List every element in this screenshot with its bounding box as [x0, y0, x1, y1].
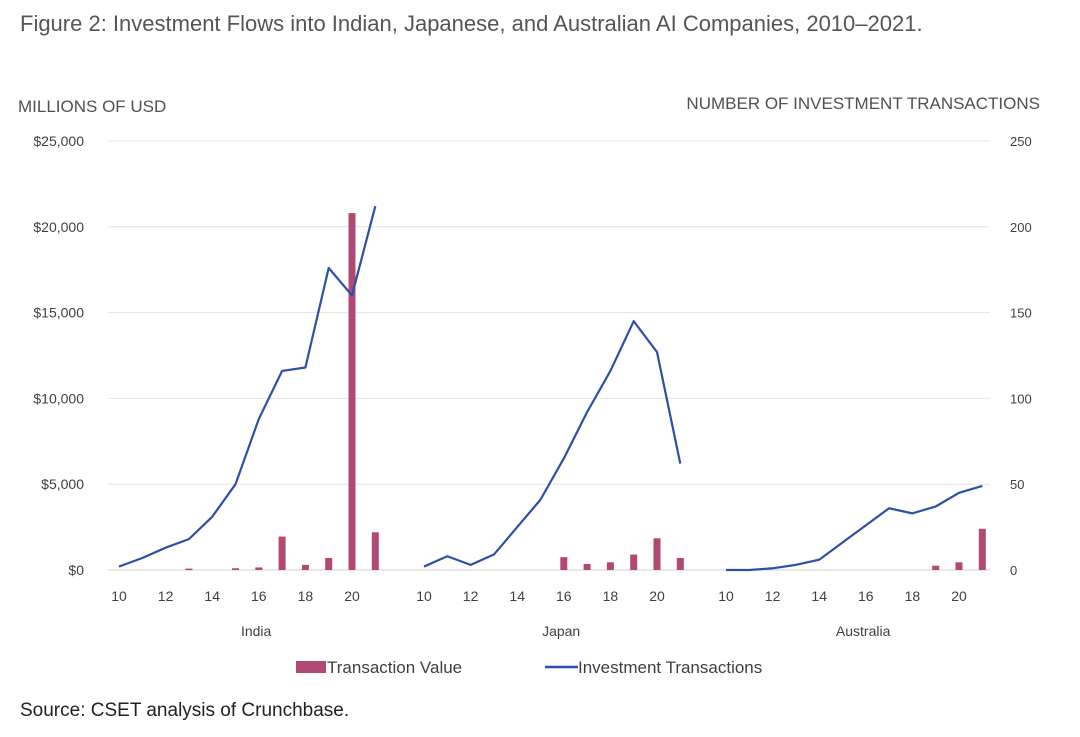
x-tick-label: 14 — [509, 588, 525, 604]
bar-india-2017 — [278, 536, 286, 570]
right-tick-label: 50 — [1010, 477, 1024, 492]
left-tick-label: $0 — [68, 562, 84, 578]
bar-india-2019 — [325, 557, 333, 570]
legend-label-transaction-value: Transaction Value — [327, 658, 462, 677]
x-tick-label: 12 — [765, 588, 781, 604]
x-tick-label: 20 — [951, 588, 967, 604]
group-label-japan: Japan — [542, 623, 580, 639]
x-tick-label: 14 — [811, 588, 827, 604]
legend: Transaction Value Investment Transaction… — [296, 658, 762, 677]
bar-india-2018 — [301, 564, 309, 570]
bar-japan-2016 — [560, 557, 568, 570]
bar-japan-2020 — [653, 538, 661, 570]
left-tick-label: $25,000 — [33, 133, 84, 149]
x-tick-label: 18 — [298, 588, 314, 604]
line-series — [118, 205, 983, 572]
x-tick-label: 16 — [556, 588, 572, 604]
right-axis-title: NUMBER OF INVESTMENT TRANSACTIONS — [686, 94, 1040, 113]
left-tick-label: $10,000 — [33, 390, 84, 406]
x-tick-label: 10 — [416, 588, 432, 604]
left-tick-label: $15,000 — [33, 305, 84, 321]
right-tick-label: 100 — [1010, 391, 1032, 406]
x-tick-label: 14 — [204, 588, 220, 604]
right-tick-label: 200 — [1010, 220, 1032, 235]
bar-series — [185, 213, 986, 571]
right-tick-label: 250 — [1010, 134, 1032, 149]
x-axis-ticks: 10 12 14 16 18 20 10 12 14 16 18 20 10 12 14 16 18 20 — [111, 588, 967, 604]
bar-japan-2018 — [606, 562, 614, 570]
legend-label-investment-transactions: Investment Transactions — [578, 658, 762, 677]
x-tick-label: 16 — [858, 588, 874, 604]
bar-japan-2017 — [583, 563, 591, 570]
x-tick-label: 20 — [649, 588, 665, 604]
bar-japan-2019 — [630, 554, 638, 570]
x-tick-label: 10 — [111, 588, 127, 604]
x-tick-label: 18 — [905, 588, 921, 604]
gridlines — [108, 140, 990, 571]
x-tick-label: 16 — [251, 588, 267, 604]
bar-india-2015 — [232, 568, 239, 570]
group-label-australia: Australia — [836, 623, 891, 639]
x-tick-label: 20 — [344, 588, 360, 604]
x-tick-label: 12 — [158, 588, 174, 604]
group-label-india: India — [241, 623, 272, 639]
right-tick-label: 0 — [1010, 563, 1017, 578]
left-axis-title: MILLIONS OF USD — [18, 97, 166, 116]
line-india — [118, 205, 377, 568]
bar-australia-2019 — [932, 565, 940, 570]
x-tick-label: 10 — [718, 588, 734, 604]
bar-india-2020 — [348, 213, 356, 570]
bar-india-2016 — [255, 567, 263, 570]
left-tick-label: $5,000 — [41, 476, 84, 492]
bar-japan-2021 — [676, 557, 684, 570]
source-note: Source: CSET analysis of Crunchbase. — [20, 700, 350, 721]
x-tick-label: 18 — [603, 588, 619, 604]
left-tick-label: $20,000 — [33, 219, 84, 235]
line-australia — [726, 484, 983, 572]
group-labels: India Japan Australia — [241, 623, 891, 639]
chart-title: Figure 2: Investment Flows into Indian, … — [20, 11, 923, 36]
legend-swatch-transaction-value — [296, 661, 326, 673]
bar-india-2021 — [371, 532, 379, 570]
x-tick-label: 12 — [463, 588, 479, 604]
right-axis-ticks: 0 50 100 150 200 250 — [1010, 134, 1032, 578]
bar-india-2013 — [185, 568, 193, 571]
right-tick-label: 150 — [1010, 306, 1032, 321]
left-axis-ticks: $0 $5,000 $10,000 $15,000 $20,000 $25,000 — [33, 133, 84, 578]
bar-australia-2020 — [955, 562, 963, 570]
line-japan — [423, 320, 682, 568]
bar-australia-2021 — [978, 528, 986, 570]
